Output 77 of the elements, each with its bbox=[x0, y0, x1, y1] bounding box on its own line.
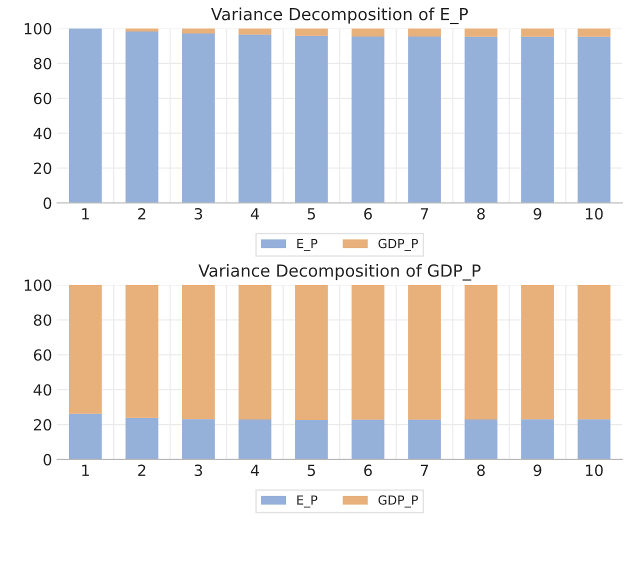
bar bbox=[182, 419, 215, 460]
bar bbox=[69, 285, 102, 414]
y-tick-label: 60 bbox=[34, 92, 52, 104]
x-tick-label: 8 bbox=[477, 464, 485, 476]
bar bbox=[578, 36, 610, 203]
bar bbox=[238, 28, 272, 35]
bar bbox=[521, 36, 554, 203]
y-tick-label: 100 bbox=[24, 22, 52, 35]
bar bbox=[578, 419, 610, 460]
x-tick-label: 1 bbox=[82, 464, 89, 476]
y-tick-label: 40 bbox=[34, 384, 52, 396]
bar bbox=[521, 285, 554, 420]
bar bbox=[408, 28, 441, 37]
x-tick-label: 9 bbox=[534, 208, 542, 220]
x-tick-label: 10 bbox=[586, 464, 603, 476]
y-tick-label: 0 bbox=[44, 197, 52, 209]
bar bbox=[126, 285, 158, 418]
bar bbox=[238, 34, 272, 203]
bar bbox=[464, 28, 498, 37]
x-tick-label: 7 bbox=[420, 208, 428, 220]
bar bbox=[521, 419, 554, 460]
bar bbox=[352, 36, 384, 203]
y-tick-label: 80 bbox=[34, 58, 52, 70]
x-tick-label: 6 bbox=[364, 208, 372, 220]
x-tick-label: 9 bbox=[534, 464, 542, 476]
x-tick-label: 8 bbox=[477, 208, 485, 220]
bar bbox=[69, 414, 102, 460]
y-tick-label: 20 bbox=[34, 162, 52, 174]
legend-label: E_P bbox=[297, 495, 318, 508]
x-tick-label: 2 bbox=[138, 464, 146, 476]
bar bbox=[182, 28, 215, 34]
legend-label: GDP_P bbox=[378, 238, 418, 252]
bar bbox=[295, 36, 328, 203]
x-tick-label: 6 bbox=[364, 464, 372, 476]
y-tick-label: 80 bbox=[34, 314, 52, 326]
bar bbox=[295, 285, 328, 420]
x-tick-label: 4 bbox=[250, 464, 259, 476]
bar bbox=[521, 28, 554, 37]
bar bbox=[464, 419, 498, 460]
y-tick-label: 100 bbox=[24, 279, 52, 292]
y-tick-label: 40 bbox=[34, 128, 52, 140]
y-tick-label: 60 bbox=[34, 349, 52, 361]
bar bbox=[126, 28, 158, 32]
x-tick-label: 3 bbox=[194, 208, 202, 220]
bar bbox=[578, 285, 610, 420]
bar bbox=[182, 285, 215, 420]
bar bbox=[126, 418, 158, 460]
bar bbox=[464, 285, 498, 420]
x-tick-label: 7 bbox=[420, 464, 428, 476]
chart-title: Variance Decomposition of E_P bbox=[211, 8, 468, 24]
bar bbox=[295, 420, 328, 460]
bar bbox=[238, 419, 272, 460]
y-tick-label: 0 bbox=[44, 454, 52, 466]
chart-title: Variance Decomposition of GDP_P bbox=[198, 264, 481, 281]
x-tick-label: 3 bbox=[194, 464, 202, 476]
bar bbox=[126, 31, 158, 203]
x-tick-label: 4 bbox=[250, 208, 259, 220]
y-tick-label: 20 bbox=[34, 419, 52, 431]
bar bbox=[295, 28, 328, 36]
x-tick-label: 5 bbox=[308, 464, 315, 476]
x-tick-label: 2 bbox=[138, 208, 146, 220]
bar bbox=[408, 420, 441, 460]
x-tick-label: 10 bbox=[586, 208, 603, 220]
bar bbox=[578, 28, 610, 37]
x-tick-label: 5 bbox=[308, 208, 315, 220]
legend-label: GDP_P bbox=[378, 495, 418, 508]
bar bbox=[238, 285, 272, 420]
bar bbox=[408, 285, 441, 420]
x-tick-label: 1 bbox=[82, 208, 89, 220]
bar bbox=[464, 36, 498, 203]
legend-label: E_P bbox=[297, 238, 318, 252]
bar bbox=[69, 28, 102, 203]
bar bbox=[352, 285, 384, 420]
bar bbox=[408, 36, 441, 203]
bar bbox=[182, 34, 215, 203]
bar bbox=[352, 28, 384, 37]
bar bbox=[352, 420, 384, 460]
